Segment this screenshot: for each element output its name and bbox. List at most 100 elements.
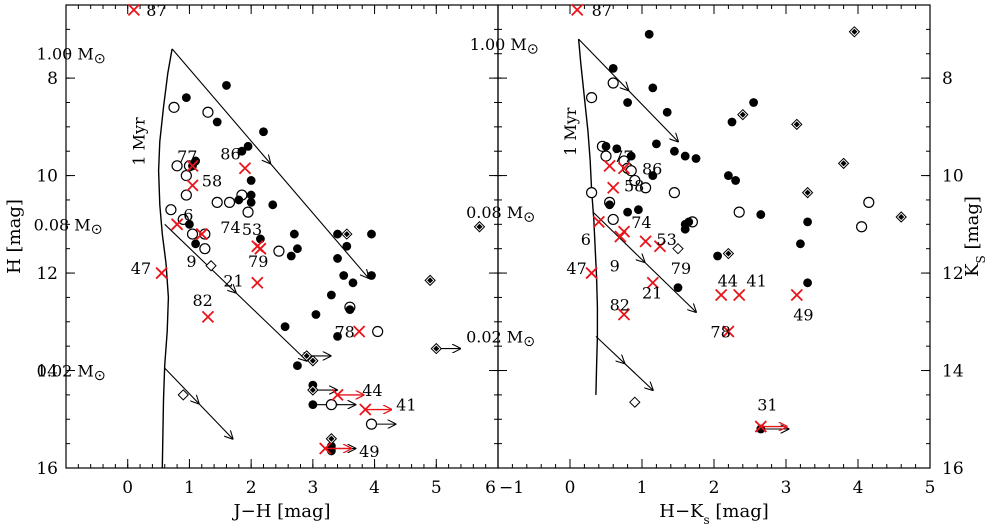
x-axis-label: J−H [mag]: [231, 501, 330, 522]
filled-circle-point: [222, 81, 231, 90]
sun-symbol-icon: [524, 212, 534, 222]
mass-label: 0.08 M: [34, 215, 91, 234]
open-circle-point: [855, 221, 868, 233]
filled-circle-point: [311, 310, 321, 319]
filled-circle-point: [185, 219, 194, 229]
source-id-label: 87: [146, 1, 166, 20]
filled-circle-point: [724, 171, 733, 180]
sun-symbol-dot: [95, 228, 98, 231]
isochrone-line: [577, 39, 599, 395]
source-id-label: 79: [671, 259, 691, 278]
open-circle-point: [585, 187, 598, 199]
open-circle-point: [180, 169, 192, 182]
source-id-label: 6: [581, 230, 591, 249]
filled-circle-point: [345, 305, 355, 315]
y-tick-label: 10: [36, 167, 58, 187]
filled-circle-point: [367, 229, 376, 239]
y-tick-label: 14: [36, 362, 58, 382]
filled-diamond-core: [433, 345, 440, 352]
red-cross-point: [353, 325, 366, 338]
filled-circle-point: [803, 278, 812, 288]
y-axis-label: KS [mag]: [962, 196, 988, 277]
sun-symbol-dot: [528, 216, 531, 219]
y-tick-label: 16: [942, 459, 964, 479]
open-circle-point: [186, 228, 199, 240]
open-circle-point: [607, 77, 619, 89]
y-tick-label: 12: [36, 264, 58, 284]
filled-circle-point: [648, 83, 658, 93]
filled-circle-point: [731, 176, 740, 185]
x-tick-label: 4: [853, 478, 864, 498]
sun-symbol-icon: [91, 224, 102, 235]
open-circle-point: [202, 106, 214, 118]
red-cross-point: [715, 288, 728, 302]
y-axis-label: H [mag]: [4, 199, 25, 274]
red-cross-point: [127, 3, 141, 17]
filled-circle-point: [673, 283, 683, 293]
x-axis-label: H−Ks [mag]: [659, 501, 769, 526]
filled-diamond-core: [793, 121, 800, 128]
open-circle-point: [639, 182, 652, 194]
sun-symbol-icon: [528, 44, 538, 54]
y-axis-label-sub: S: [974, 255, 988, 263]
filled-circle-point: [246, 197, 256, 207]
red-cross-point: [585, 266, 598, 280]
mass-label: 0.02 M: [37, 362, 94, 381]
filled-circle-point: [644, 29, 654, 39]
mass-label: 1.00 M: [470, 35, 527, 54]
open-circle-point: [365, 418, 378, 430]
sun-symbol-dot: [528, 340, 531, 343]
sun-symbol-dot: [531, 47, 534, 50]
red-cross-point: [617, 308, 631, 321]
red-cross-point: [603, 159, 616, 172]
source-id-label: 82: [610, 296, 630, 315]
filled-diamond-core: [804, 189, 811, 196]
red-cross-point: [639, 235, 652, 248]
filled-circle-point: [680, 151, 690, 161]
filled-circle-point: [326, 290, 336, 300]
filled-circle-point: [237, 146, 247, 156]
y-tick-label: 14: [942, 362, 964, 382]
open-circle-point: [629, 174, 641, 187]
x-axis-label-unit: [mag]: [710, 501, 769, 522]
red-cross-point: [722, 325, 735, 338]
filled-circle-point: [339, 271, 349, 280]
open-circle-point: [585, 91, 598, 104]
open-circle-point: [607, 213, 619, 226]
red-cross-point: [790, 288, 803, 302]
source-id-label: 6: [183, 206, 193, 225]
source-id-label: 77: [613, 147, 633, 166]
red-cross-point: [359, 403, 372, 416]
filled-circle-point: [333, 254, 342, 263]
source-id-label: 87: [592, 1, 612, 20]
open-circle-point: [325, 399, 337, 411]
source-id-label: 9: [610, 257, 620, 276]
filled-diamond-core: [328, 435, 335, 442]
source-id-label: 86: [220, 145, 240, 164]
filled-circle-point: [293, 244, 302, 254]
open-circle-point: [168, 101, 180, 113]
red-cross-point: [195, 227, 208, 241]
isochrone-label: 1 Myr: [561, 107, 580, 156]
open-circle-point: [180, 189, 192, 201]
source-id-label: 58: [624, 176, 644, 195]
isochrone-label: 1 Myr: [130, 117, 149, 166]
source-id-label: 77: [177, 147, 197, 166]
red-cross-point: [155, 266, 168, 280]
source-id-label: 82: [193, 291, 213, 310]
isochrone-line: [157, 48, 173, 469]
open-circle-point: [242, 206, 254, 218]
x-tick-label: 1: [184, 478, 195, 498]
sun-symbol-icon: [95, 54, 105, 64]
red-cross-point: [733, 288, 746, 302]
filled-diamond-core: [303, 352, 310, 359]
reddening-vector: [171, 48, 368, 278]
filled-circle-point: [333, 332, 342, 341]
filled-circle-point: [289, 229, 299, 239]
filled-circle-point: [634, 205, 643, 215]
filled-circle-point: [727, 117, 737, 127]
filled-circle-point: [623, 98, 632, 107]
open-circle-point: [600, 150, 612, 162]
filled-circle-point: [348, 278, 358, 288]
